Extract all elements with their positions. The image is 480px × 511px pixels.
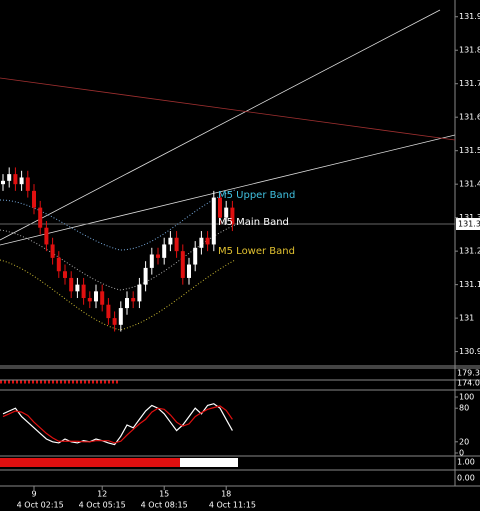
x-tick-label: 15 [159,490,169,499]
y-tick-label: 131.1 [459,280,480,289]
candle-body [69,277,74,292]
candle-body [25,177,30,191]
main-band [0,224,236,291]
candle-body [205,237,210,245]
candle-body [199,237,204,248]
time-label: 4 Oct 08:15 [141,501,188,510]
stoch-line [2,405,233,444]
panel-label: 1.00 [457,458,475,467]
candle-body [180,251,185,278]
candle-body [7,174,12,181]
y-tick-label: 130.9 [459,347,480,356]
candle-body [143,267,148,285]
candle-body [19,177,24,185]
y-tick-label: 131.6 [459,113,480,122]
band-label: M5 Upper Band [218,190,295,201]
candle-body [224,207,229,218]
stoch-tick-label: 100 [459,393,474,402]
candle-body [156,254,160,258]
trend-line [0,134,456,246]
y-tick-label: 131.4 [459,180,480,189]
y-tick-label: 131.9 [459,12,480,21]
candle-body [56,257,61,272]
candle-body [44,227,49,245]
y-tick-label: 131.7 [459,79,480,88]
y-tick-label: 131.2 [459,247,480,256]
upper-band [0,189,236,251]
stoch-tick-label: 20 [459,437,469,446]
panel-label: 179.34 [457,369,480,378]
candle-body [75,284,80,292]
candle-body [168,237,173,245]
candle-body [87,298,92,302]
time-label: 4 Oct 05:15 [79,501,126,510]
x-tick-label: 9 [31,490,36,499]
candle-body [174,237,179,252]
candle-body [100,291,105,305]
trend-line [0,77,456,141]
candle-body [50,244,55,258]
candle-body [162,244,167,258]
trend-line [0,9,441,241]
last-price-label: 131.3 [458,220,480,229]
candle-body [193,247,198,265]
candle-body [32,190,36,208]
band-label: M5 Main Band [218,217,289,228]
time-label: 4 Oct 11:15 [209,501,256,510]
panel-label: 174.0 [457,379,480,388]
candle-body [137,284,142,302]
candle-body [63,271,67,278]
candle-body [211,197,216,245]
candle-body [94,291,98,302]
candle-body [125,298,129,309]
panel-label: 0.00 [457,474,475,483]
stoch-line [2,403,233,446]
y-tick-label: 131.8 [459,46,480,55]
y-tick-label: 131 [459,314,474,323]
stoch-tick-label: 0 [459,449,464,458]
candle-body [13,174,18,185]
candle-body [1,180,5,185]
stoch-tick-label: 80 [459,404,469,413]
candle-body [106,304,111,319]
candle-body [81,284,86,299]
candle-body [118,308,123,325]
candle-body [149,254,154,268]
y-tick-label: 131.5 [459,146,480,155]
candle-body [131,298,136,302]
y-tick-label: 131.3 [459,213,480,222]
x-tick-label: 18 [221,490,231,499]
signal-bar [0,458,180,467]
candle-body [230,207,235,225]
time-label: 4 Oct 02:15 [17,501,64,510]
lower-band [0,259,236,331]
signal-bar [180,458,238,467]
candle-body [112,318,117,325]
candle-body [218,197,222,218]
candle-body [38,207,43,228]
band-label: M5 Lower Band [218,246,295,257]
last-price-box [456,218,480,230]
x-tick-label: 12 [97,490,107,499]
candle-body [187,264,191,278]
